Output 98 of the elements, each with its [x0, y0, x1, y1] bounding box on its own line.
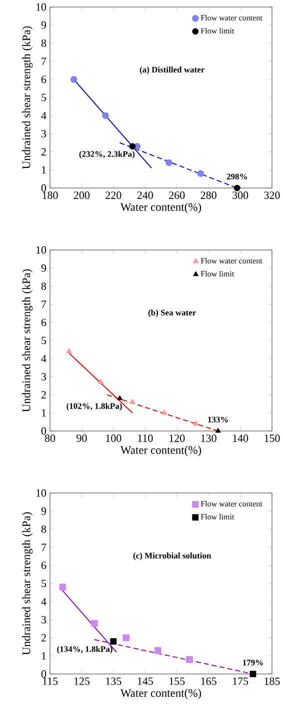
x-tick-label: 175 [233, 678, 248, 685]
y-tick-label: 6 [41, 562, 46, 570]
y-axis-title: Undrained shear strength (kPa) [22, 512, 33, 655]
y-tick-label: 10 [36, 3, 46, 11]
y-tick-label: 6 [41, 318, 46, 326]
y-tick-label: 8 [41, 525, 46, 533]
x-tick-label: 165 [201, 678, 216, 685]
y-tick-label: 4 [41, 598, 46, 606]
annotation: (232%, 2.3kPa) [79, 150, 135, 159]
y-axis-title: Undrained shear strength (kPa) [22, 26, 33, 169]
y-tick-label: 4 [41, 354, 46, 362]
y-tick-label: 9 [41, 507, 46, 515]
point [110, 638, 117, 645]
point [90, 620, 98, 627]
y-tick-label: 10 [36, 246, 46, 254]
text: (b) Sea water [148, 309, 196, 318]
x-tick-label: 220 [106, 192, 122, 199]
x-tick-label: 150 [264, 434, 280, 442]
x-tick-label: 185 [264, 678, 280, 685]
y-tick-label: 0 [41, 670, 46, 678]
x-tick-label: 145 [138, 678, 153, 685]
legend-label: Flow water content [200, 500, 262, 506]
y-tick-label: 7 [42, 58, 46, 65]
x-tick-label: 130 [201, 434, 216, 442]
x-tick-label: 90 [76, 434, 87, 442]
x-tick-label: 120 [170, 434, 185, 442]
point [70, 76, 78, 83]
x-tick-label: 80 [44, 434, 56, 442]
x-tick-label: 125 [74, 678, 90, 685]
x-axis-title: Water content(%) [120, 688, 202, 700]
y-tick-label: 7 [42, 300, 46, 308]
point [129, 143, 136, 150]
x-tick-label: 100 [106, 434, 122, 442]
legend-label: Flow water content [200, 14, 262, 20]
point [129, 398, 136, 404]
text: (c) Microbial solution [133, 552, 212, 560]
y-tick-label: 3 [42, 373, 46, 380]
annotation: (134%, 1.8kPa) [57, 646, 112, 654]
y-tick-label: 9 [41, 264, 46, 272]
y-tick-label: 8 [41, 40, 46, 47]
x-tick-label: 280 [200, 192, 216, 199]
text: (a) Distilled water [140, 66, 204, 74]
y-tick-label: 4 [41, 112, 46, 120]
annotation: 133% [208, 416, 228, 422]
point [102, 112, 109, 120]
point [215, 428, 221, 433]
y-tick-label: 9 [41, 21, 46, 29]
y-axis-title: Undrained shear strength (kPa) [22, 269, 33, 412]
point [161, 409, 168, 415]
y-tick-label: 2 [41, 148, 46, 156]
x-tick-label: 300 [232, 192, 248, 199]
point [59, 584, 66, 591]
legend-label: Flow limit [200, 28, 234, 34]
y-tick-label: 8 [41, 282, 46, 290]
legend-label: Flow water content [200, 258, 262, 264]
legend-label: Flow limit [200, 270, 234, 276]
legend-label: Flow limit [200, 514, 234, 520]
point [186, 656, 193, 663]
x-tick-label: 115 [42, 678, 58, 685]
y-tick-label: 6 [41, 76, 46, 84]
y-tick-label: 1 [42, 652, 46, 660]
annotation: 179% [243, 660, 263, 666]
point [116, 395, 123, 400]
x-tick-label: 140 [233, 434, 248, 442]
point [192, 420, 199, 426]
point [154, 647, 162, 654]
y-tick-label: 0 [41, 184, 46, 192]
y-tick-label: 0 [41, 427, 46, 435]
point [250, 670, 256, 678]
x-tick-label: 135 [106, 678, 122, 685]
x-tick-label: 260 [169, 192, 185, 199]
annotation: (102%, 1.8kPa) [66, 402, 122, 411]
y-tick-label: 5 [42, 94, 46, 102]
y-tick-label: 1 [42, 409, 46, 417]
y-tick-label: 1 [42, 166, 46, 174]
x-axis-title: Water content(%) [120, 446, 202, 456]
y-tick-label: 5 [42, 580, 46, 588]
point [234, 184, 240, 192]
x-axis-title: Water content(%) [120, 202, 202, 214]
annotation: 298% [226, 174, 247, 180]
y-tick-label: 10 [36, 489, 46, 497]
point [98, 378, 104, 384]
y-tick-label: 5 [42, 336, 46, 344]
y-tick-label: 3 [42, 130, 46, 138]
x-tick-label: 240 [137, 192, 153, 199]
x-tick-label: 320 [264, 192, 280, 199]
x-tick-label: 155 [170, 678, 185, 685]
point [66, 348, 72, 354]
point [166, 159, 172, 166]
x-tick-label: 180 [42, 192, 58, 199]
y-tick-label: 3 [42, 616, 46, 624]
y-tick-label: 2 [41, 634, 46, 642]
point [197, 170, 204, 177]
y-tick-label: 7 [42, 544, 46, 551]
point [122, 634, 130, 642]
y-tick-label: 2 [41, 391, 46, 398]
x-tick-label: 200 [74, 192, 90, 199]
x-tick-label: 110 [138, 434, 153, 442]
